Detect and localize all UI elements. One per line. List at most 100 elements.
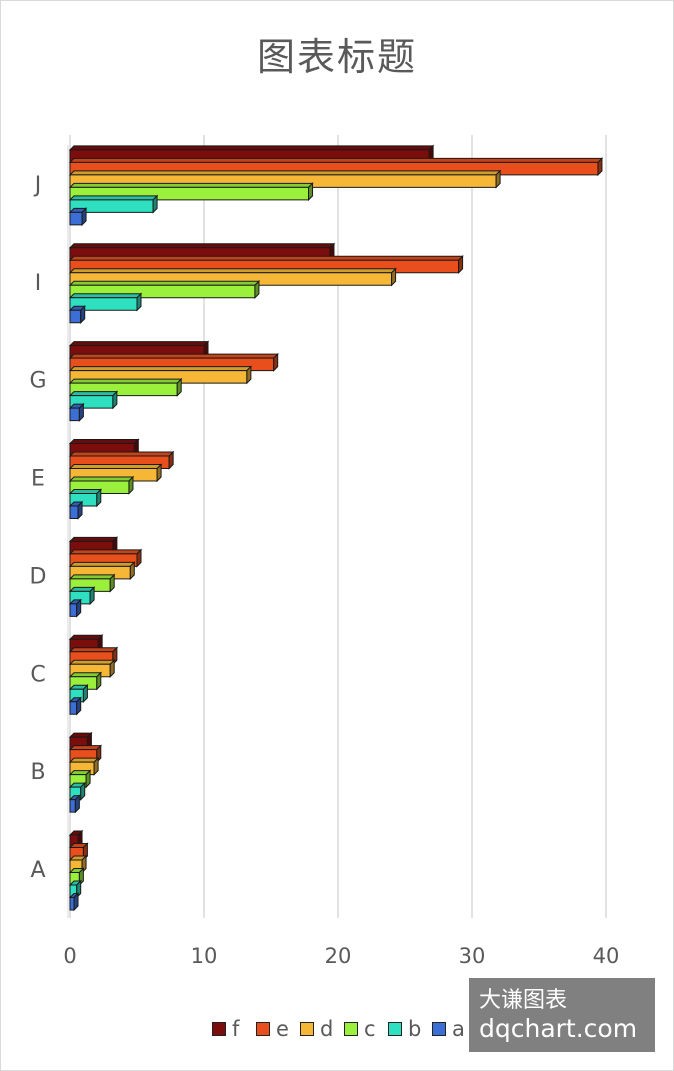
bar-end-d-B <box>93 756 99 776</box>
x-tick-label: 10 <box>191 944 218 968</box>
bar-end-c-J <box>308 182 314 202</box>
bar-end-b-I <box>136 292 142 312</box>
bar-end-a-A <box>73 892 79 912</box>
bar-end-c-G <box>176 377 182 397</box>
bar-top-e-J <box>68 157 604 163</box>
legend-label: e <box>276 1017 289 1041</box>
legend-label: a <box>452 1017 465 1041</box>
y-tick-label: B <box>30 760 45 785</box>
legend-swatch <box>388 1022 402 1036</box>
bar-end-d-C <box>109 659 115 678</box>
bar-end-a-B <box>74 794 80 814</box>
bar-top-c-D <box>68 574 116 580</box>
bar-top-c-E <box>68 476 135 482</box>
legend-item-a: a <box>432 1016 465 1042</box>
watermark: 大谦图表 dqchart.com <box>469 978 655 1052</box>
x-tick-label: 0 <box>63 944 76 968</box>
bar-a-I <box>69 309 82 324</box>
legend-swatch <box>300 1022 314 1036</box>
bar-top-e-G <box>68 353 279 359</box>
legend-label: b <box>408 1017 422 1041</box>
y-tick-label: D <box>30 564 47 589</box>
y-tick-label: J <box>33 173 42 198</box>
bar-end-d-G <box>246 365 252 385</box>
bar-end-c-C <box>96 671 102 691</box>
bar-end-a-J <box>81 207 87 227</box>
legend-swatch <box>256 1022 270 1036</box>
bar-a-J <box>69 211 83 226</box>
x-tick-label: 20 <box>325 944 352 968</box>
bar-top-e-C <box>68 647 119 653</box>
legend-swatch <box>212 1022 226 1036</box>
y-tick-label: E <box>31 467 45 492</box>
y-tick-label: I <box>35 271 42 296</box>
legend-item-b: b <box>388 1016 421 1042</box>
legend-swatch <box>432 1022 446 1036</box>
bar-a-A <box>69 897 75 911</box>
bar-end-e-I <box>458 255 464 274</box>
bar-end-a-C <box>76 696 82 716</box>
bar-top-d-D <box>68 561 136 567</box>
bar-end-a-E <box>77 500 83 520</box>
bar-a-G <box>69 407 80 422</box>
legend-item-f: f <box>212 1016 239 1042</box>
bar-a-E <box>69 505 79 519</box>
bar-top-d-E <box>68 464 163 469</box>
bar-end-b-J <box>152 194 158 214</box>
bar-top-b-J <box>68 195 159 201</box>
bar-top-f-G <box>68 341 210 347</box>
chart-title: 图表标题 <box>256 35 417 79</box>
bar-end-e-J <box>597 157 603 177</box>
bar-a-C <box>69 701 78 715</box>
bar-end-c-D <box>109 573 115 593</box>
bar-top-d-C <box>68 659 116 665</box>
watermark-line2: dqchart.com <box>479 1014 638 1043</box>
bar-end-a-I <box>80 305 86 324</box>
bar-top-c-J <box>68 182 314 188</box>
bar-top-e-D <box>68 549 143 555</box>
bar-end-d-I <box>391 267 397 287</box>
bar-end-b-D <box>89 586 95 606</box>
bar-top-c-I <box>68 280 261 286</box>
bar-end-a-G <box>78 402 84 422</box>
bar-end-c-B <box>85 769 91 789</box>
bar-end-b-G <box>112 390 118 410</box>
y-tick-label: A <box>30 858 45 883</box>
y-tick-label: C <box>30 662 45 687</box>
bar-end-a-D <box>76 598 82 618</box>
bar-end-d-D <box>129 561 135 581</box>
bar-end-b-E <box>96 488 102 508</box>
bar-top-b-G <box>68 391 119 397</box>
bar-top-d-J <box>68 170 502 176</box>
bar-end-e-E <box>168 450 174 470</box>
legend-item-d: d <box>300 1016 333 1042</box>
bar-a-D <box>69 603 78 617</box>
chart-plot: 0 10 20 30 40 A B C D E G I J <box>29 135 620 968</box>
bar-top-d-I <box>68 268 397 274</box>
bar-top-b-E <box>68 489 103 494</box>
bar-top-e-B <box>68 745 103 751</box>
bar-top-d-B <box>68 757 100 763</box>
bar-end-c-I <box>254 280 260 299</box>
y-tick-label: G <box>29 369 46 394</box>
bar-top-e-I <box>68 255 464 261</box>
bar-top-c-G <box>68 378 183 384</box>
legend-item-e: e <box>256 1016 289 1042</box>
bar-end-b-C <box>82 684 88 703</box>
bar-top-d-G <box>68 366 253 372</box>
bar-top-b-I <box>68 293 143 299</box>
x-tick-label: 40 <box>593 944 620 968</box>
legend-label: c <box>364 1017 376 1041</box>
bar-top-f-J <box>68 145 435 151</box>
bar-end-d-E <box>156 463 162 483</box>
legend-swatch <box>344 1022 358 1036</box>
legend-item-c: c <box>344 1016 376 1042</box>
bar-end-d-J <box>495 169 501 189</box>
bar-top-f-I <box>68 243 336 249</box>
legend-label: f <box>232 1017 240 1041</box>
bar-end-e-G <box>273 352 279 372</box>
bar-end-c-E <box>128 475 134 495</box>
bar-end-b-B <box>80 781 86 801</box>
bar-top-c-C <box>68 672 103 678</box>
